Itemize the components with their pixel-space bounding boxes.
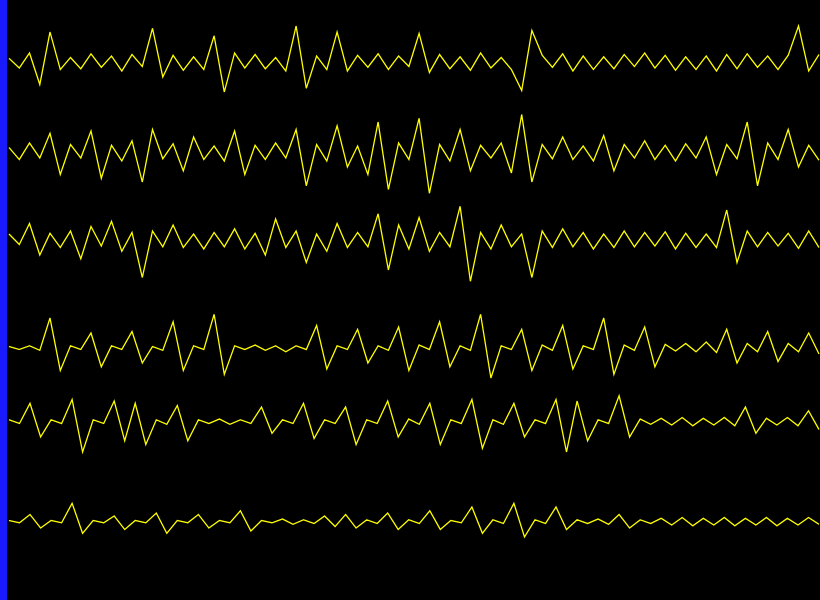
signal-trace: [8, 314, 820, 379]
left-border: [0, 0, 7, 600]
signal-trace: [8, 23, 820, 93]
signal-trace: [8, 206, 820, 282]
signal-trace: [8, 393, 820, 455]
signal-trace: [8, 114, 820, 194]
signal-trace: [8, 501, 820, 539]
